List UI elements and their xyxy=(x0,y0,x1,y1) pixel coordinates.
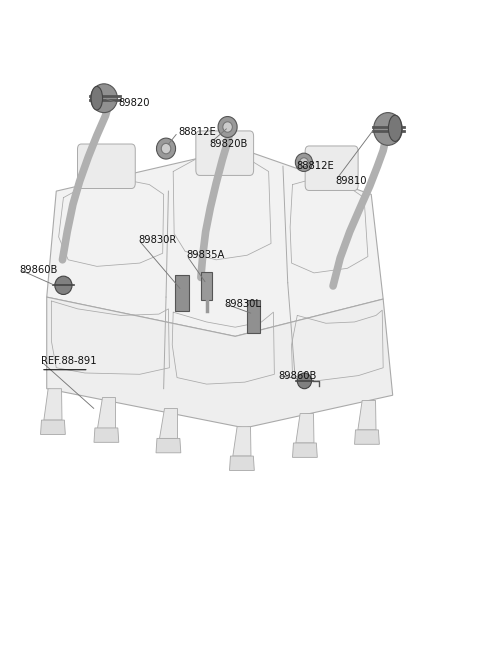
Text: 89835A: 89835A xyxy=(187,250,225,260)
Text: 88812E: 88812E xyxy=(296,161,334,171)
Ellipse shape xyxy=(218,116,237,137)
Polygon shape xyxy=(97,397,116,428)
Polygon shape xyxy=(156,438,181,453)
Text: REF.88-891: REF.88-891 xyxy=(41,356,96,366)
Polygon shape xyxy=(355,430,379,444)
Polygon shape xyxy=(292,443,317,457)
Polygon shape xyxy=(229,456,254,470)
Ellipse shape xyxy=(388,115,402,141)
Polygon shape xyxy=(40,420,65,434)
Ellipse shape xyxy=(91,87,103,110)
Polygon shape xyxy=(47,148,383,336)
Polygon shape xyxy=(47,297,393,428)
Text: 89810: 89810 xyxy=(336,175,367,186)
Ellipse shape xyxy=(297,373,312,389)
FancyBboxPatch shape xyxy=(247,300,260,333)
Polygon shape xyxy=(358,401,376,430)
Polygon shape xyxy=(296,413,314,443)
Text: 89820B: 89820B xyxy=(209,139,247,149)
Ellipse shape xyxy=(295,153,312,171)
Text: 89830L: 89830L xyxy=(225,299,262,309)
Text: 89820: 89820 xyxy=(118,98,150,108)
Ellipse shape xyxy=(223,122,232,132)
Text: 89860B: 89860B xyxy=(278,371,316,380)
Ellipse shape xyxy=(91,84,117,112)
Ellipse shape xyxy=(156,138,176,159)
Polygon shape xyxy=(159,408,178,438)
Text: 89830R: 89830R xyxy=(139,235,177,245)
FancyBboxPatch shape xyxy=(77,144,135,189)
FancyBboxPatch shape xyxy=(201,271,212,300)
Ellipse shape xyxy=(55,276,72,294)
Polygon shape xyxy=(44,389,62,420)
Text: 88812E: 88812E xyxy=(178,127,216,137)
FancyBboxPatch shape xyxy=(196,131,253,175)
Ellipse shape xyxy=(161,143,171,154)
FancyBboxPatch shape xyxy=(175,275,189,311)
Polygon shape xyxy=(233,426,251,456)
Polygon shape xyxy=(94,428,119,442)
Ellipse shape xyxy=(300,158,308,167)
FancyBboxPatch shape xyxy=(305,146,358,191)
Text: 89860B: 89860B xyxy=(20,265,58,275)
Ellipse shape xyxy=(373,112,402,145)
